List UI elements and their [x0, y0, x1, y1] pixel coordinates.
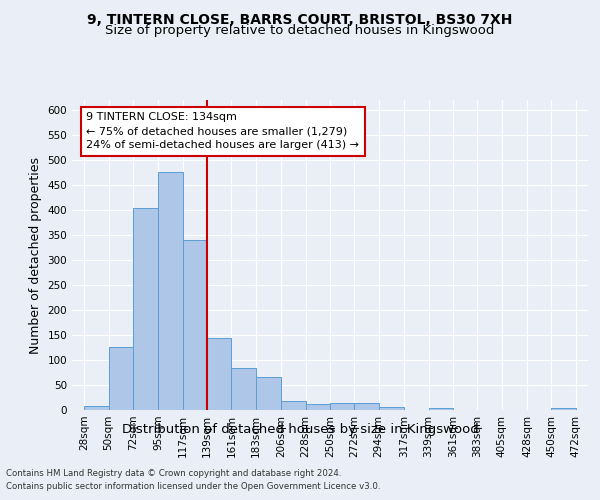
Text: 9, TINTERN CLOSE, BARRS COURT, BRISTOL, BS30 7XH: 9, TINTERN CLOSE, BARRS COURT, BRISTOL, … — [88, 12, 512, 26]
Bar — [133, 208, 158, 410]
Text: 9 TINTERN CLOSE: 134sqm
← 75% of detached houses are smaller (1,279)
24% of semi: 9 TINTERN CLOSE: 134sqm ← 75% of detache… — [86, 112, 359, 150]
Bar — [281, 400, 305, 410]
Bar — [84, 406, 109, 410]
Bar — [158, 172, 183, 410]
Bar — [305, 404, 330, 410]
Bar — [207, 338, 232, 410]
Bar — [355, 402, 379, 410]
Bar — [183, 240, 207, 410]
Bar — [109, 346, 133, 410]
Text: Distribution of detached houses by size in Kingswood: Distribution of detached houses by size … — [122, 422, 478, 436]
Text: Contains HM Land Registry data © Crown copyright and database right 2024.: Contains HM Land Registry data © Crown c… — [6, 468, 341, 477]
Bar — [256, 376, 281, 410]
Y-axis label: Number of detached properties: Number of detached properties — [29, 156, 42, 354]
Bar — [551, 408, 576, 410]
Text: Size of property relative to detached houses in Kingswood: Size of property relative to detached ho… — [106, 24, 494, 37]
Bar — [379, 406, 404, 410]
Bar — [232, 368, 256, 410]
Bar — [330, 402, 355, 410]
Bar — [428, 408, 453, 410]
Text: Contains public sector information licensed under the Open Government Licence v3: Contains public sector information licen… — [6, 482, 380, 491]
